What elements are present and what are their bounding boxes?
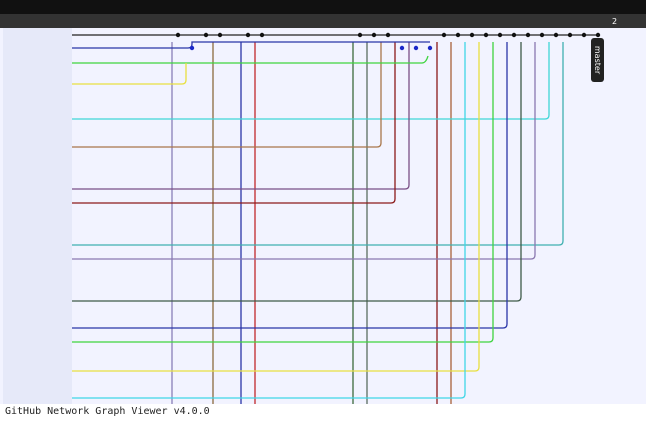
commit-dot xyxy=(441,32,447,38)
branch-line xyxy=(72,42,382,148)
date-label: 2 xyxy=(612,17,617,26)
commit-dot xyxy=(497,32,503,38)
commit-dot xyxy=(175,32,181,38)
commit-dot xyxy=(581,32,587,38)
commit-dot xyxy=(217,32,223,38)
branch-line xyxy=(72,42,522,302)
commit-dot xyxy=(203,32,209,38)
commit-dot xyxy=(413,45,419,51)
commit-dot xyxy=(469,32,475,38)
commit-dot xyxy=(525,32,531,38)
branch-line xyxy=(72,42,550,120)
commit-dot xyxy=(385,32,391,38)
date-bar xyxy=(0,14,646,28)
user-column xyxy=(3,28,72,404)
branch-line xyxy=(72,42,480,372)
commit-dot xyxy=(511,32,517,38)
branch-line xyxy=(72,63,187,85)
commit-dot xyxy=(399,45,405,51)
branch-label-box xyxy=(591,38,604,82)
commit-dot xyxy=(539,32,545,38)
network-graph: 2 master xyxy=(0,0,646,404)
branch-line xyxy=(72,55,429,64)
commit-dot xyxy=(357,32,363,38)
branch-line xyxy=(72,42,536,260)
branch-line xyxy=(72,42,396,204)
commit-dot xyxy=(455,32,461,38)
commit-dot xyxy=(567,32,573,38)
commit-dot xyxy=(189,45,195,51)
top-bar xyxy=(0,0,646,14)
branch-line xyxy=(72,42,564,246)
branch-line xyxy=(72,42,508,329)
commit-dot xyxy=(483,32,489,38)
commit-dot xyxy=(371,32,377,38)
footer-text: GitHub Network Graph Viewer v4.0.0 xyxy=(5,406,210,417)
graph-area xyxy=(0,28,646,404)
commit-dot xyxy=(427,45,433,51)
commit-dot xyxy=(259,32,265,38)
branch-label: master xyxy=(593,46,602,75)
branch-line xyxy=(72,42,494,343)
branch-line xyxy=(72,42,466,399)
commit-dot xyxy=(595,32,601,38)
commit-dot xyxy=(245,32,251,38)
branch-lines xyxy=(72,32,601,404)
branch-line xyxy=(72,42,410,190)
commit-dot xyxy=(553,32,559,38)
